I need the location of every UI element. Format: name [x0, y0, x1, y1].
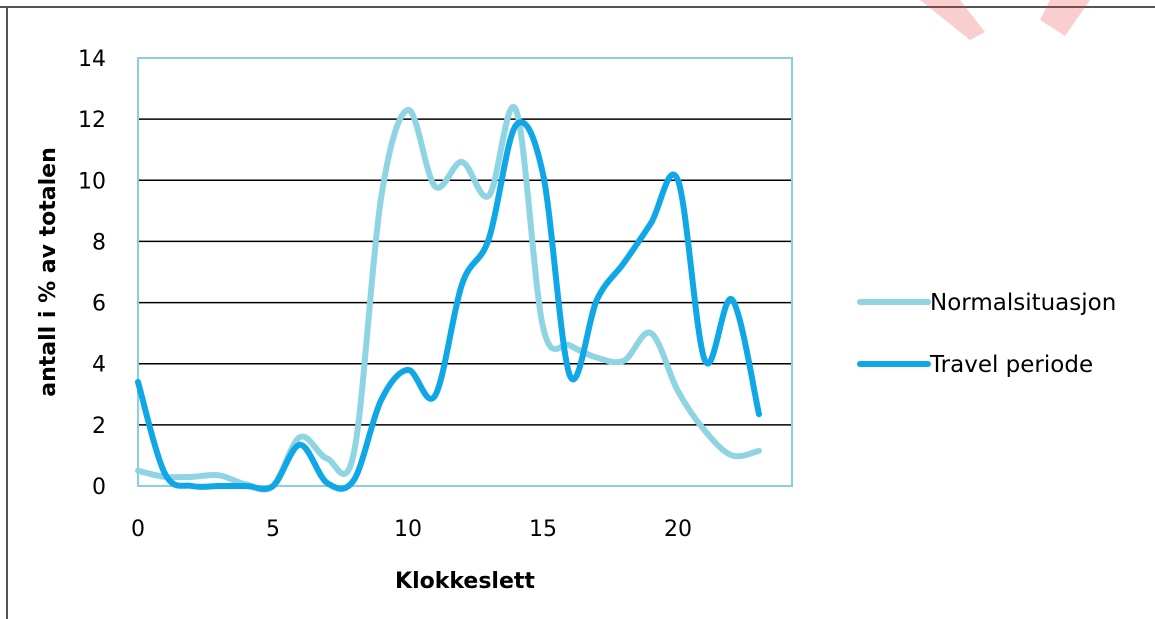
legend-label-travel-periode: Travel periode — [929, 352, 1093, 378]
x-tick-label: 5 — [266, 517, 280, 542]
series-line-normalsituasjon — [135, 103, 762, 493]
x-tick-labels: 0 5 10 15 20 — [131, 517, 692, 542]
y-tick-label: 12 — [78, 108, 106, 133]
y-tick-label: 4 — [92, 353, 106, 378]
plot-area-border — [137, 57, 793, 487]
y-tick-labels: 0 2 4 6 8 10 12 14 — [78, 47, 106, 500]
y-axis-title: antall i % av totalen — [36, 147, 61, 396]
watermark-fragment — [920, 0, 1090, 40]
legend: Normalsituasjon Travel periode — [857, 290, 1116, 378]
y-tick-label: 2 — [92, 414, 106, 439]
x-tick-label: 20 — [664, 517, 692, 542]
legend-label-normalsituasjon: Normalsituasjon — [930, 290, 1116, 316]
y-tick-label: 14 — [78, 47, 106, 72]
y-tick-label: 10 — [78, 169, 106, 194]
x-tick-label: 15 — [529, 517, 557, 542]
y-tick-label: 6 — [92, 292, 106, 317]
x-axis-title: Klokkeslett — [395, 569, 535, 594]
x-tick-label: 10 — [394, 517, 422, 542]
y-tick-label: 0 — [92, 475, 106, 500]
series-line-travel-periode — [135, 119, 762, 493]
y-tick-label: 8 — [92, 230, 106, 255]
series-lines — [135, 103, 762, 493]
x-tick-label: 0 — [131, 517, 145, 542]
